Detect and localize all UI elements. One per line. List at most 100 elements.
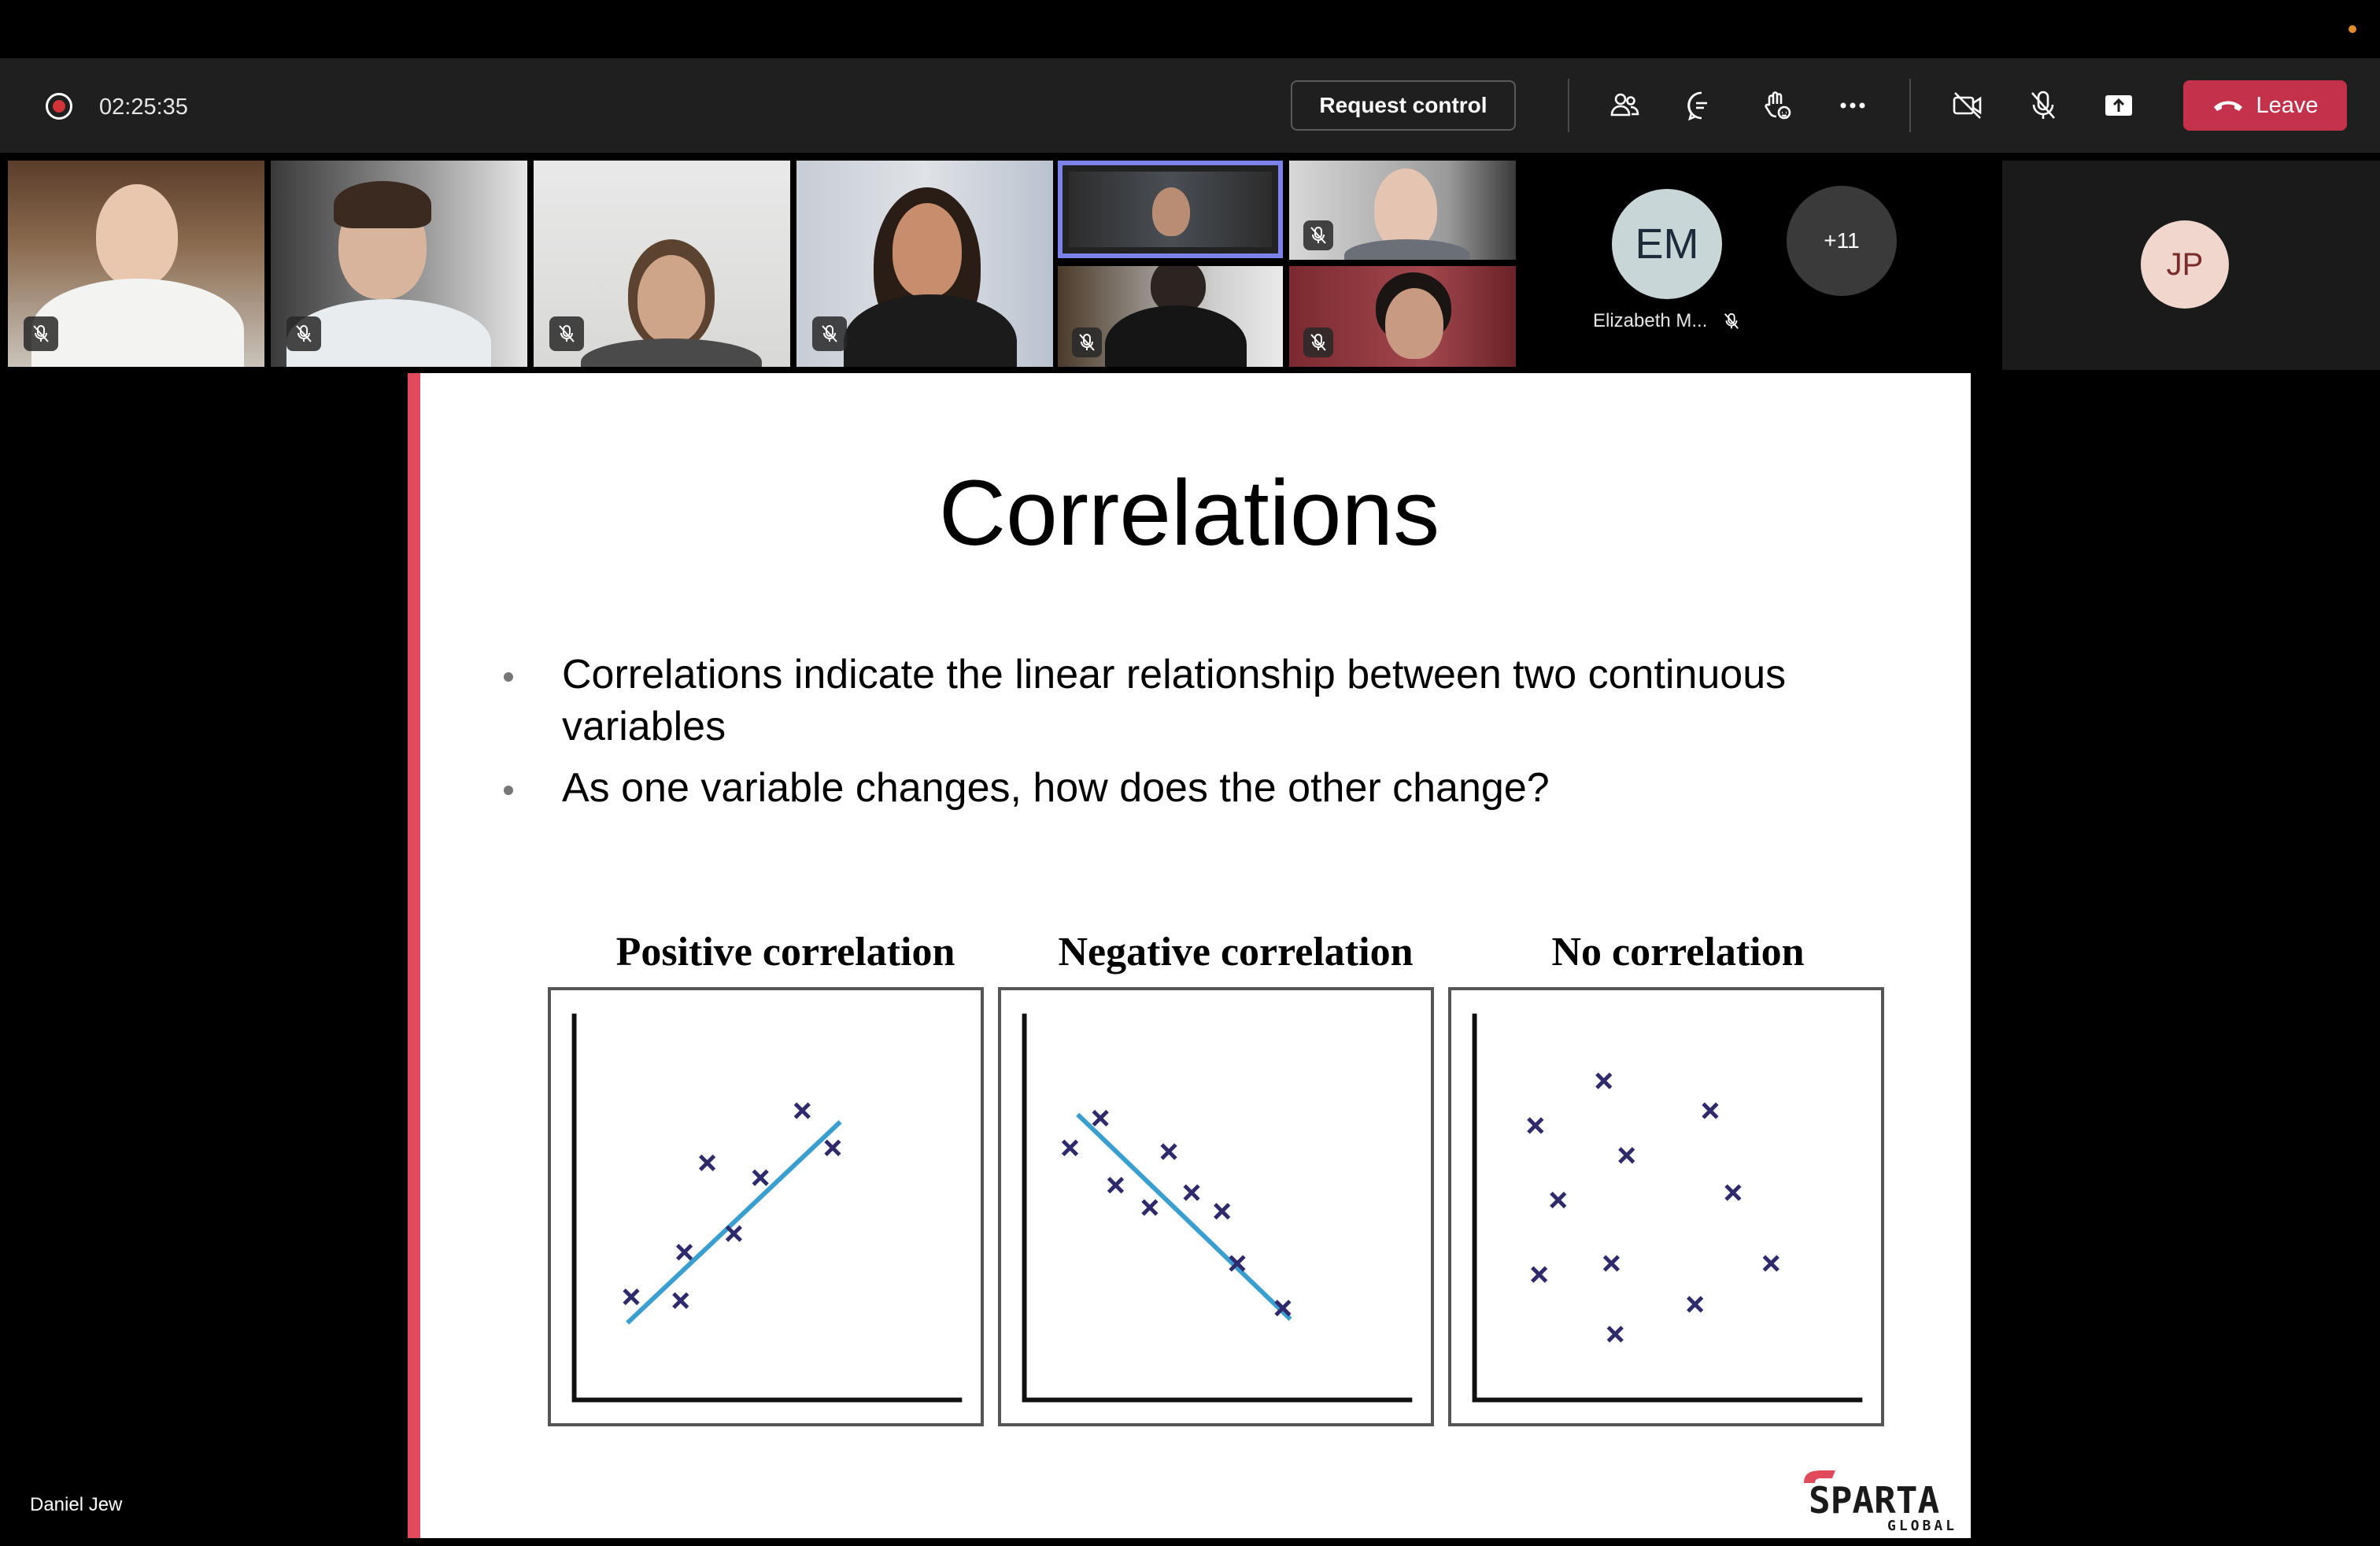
muted-indicator xyxy=(549,316,584,351)
scatter-point xyxy=(752,1169,769,1186)
muted-indicator xyxy=(24,316,58,351)
raise-hand-icon xyxy=(1765,91,1791,120)
mic-toggle-button[interactable] xyxy=(2023,85,2064,126)
scatter-point xyxy=(1618,1147,1635,1164)
mic-off-icon xyxy=(1724,313,1739,329)
slide-bullet: As one variable changes, how does the ot… xyxy=(562,765,1550,811)
leave-label: Leave xyxy=(2256,92,2319,118)
participant-video-tile[interactable] xyxy=(271,161,527,367)
scatter-point xyxy=(1183,1184,1200,1201)
camera-off-icon xyxy=(1953,92,1982,119)
camera-toggle-button[interactable] xyxy=(1947,85,1988,126)
avatar-em[interactable]: EM xyxy=(1612,189,1722,299)
scatter-point xyxy=(676,1244,693,1261)
slide-accent-bar xyxy=(408,373,420,1538)
notification-dot xyxy=(2349,25,2356,33)
scatter-point xyxy=(1702,1102,1719,1119)
participant-body xyxy=(1344,239,1470,260)
scatter-point xyxy=(1531,1266,1548,1283)
participant-body xyxy=(31,279,244,367)
trend-line xyxy=(1076,1112,1292,1322)
more-participants-button[interactable]: +11 xyxy=(1787,186,1897,296)
chart-title: No correlation xyxy=(1551,930,1805,975)
sparta-global-logo: SPARTA GLOBAL xyxy=(1804,1470,1957,1533)
muted-indicator xyxy=(812,316,847,351)
mic-off-icon xyxy=(1079,334,1095,351)
scatter-point xyxy=(1762,1255,1779,1272)
participant-hair xyxy=(334,181,431,228)
slide-bullet: Correlations indicate the linear relatio… xyxy=(562,652,1787,749)
toolbar-divider xyxy=(1909,79,1911,132)
participant-head xyxy=(96,184,178,287)
participant-head xyxy=(1385,288,1443,359)
request-control-button[interactable]: Request control xyxy=(1291,80,1516,131)
more-participants-count: +11 xyxy=(1824,228,1860,253)
recording-icon xyxy=(46,93,72,120)
mic-off-icon xyxy=(1310,334,1326,351)
muted-indicator xyxy=(1303,220,1333,250)
presentation-slide: Correlations Correlations indicate the l… xyxy=(408,373,1971,1538)
participant-head xyxy=(1152,187,1190,236)
trend-line xyxy=(626,1120,842,1325)
scatter-point xyxy=(1160,1143,1177,1160)
participant-video-tile[interactable] xyxy=(1289,266,1516,367)
chart-axes xyxy=(1022,1013,1413,1403)
presenter-name: Daniel Jew xyxy=(30,1494,123,1515)
participant-video-tile[interactable] xyxy=(8,161,264,367)
share-screen-button[interactable] xyxy=(2098,85,2139,126)
participant-video-tile[interactable] xyxy=(1058,266,1283,367)
mic-off-icon xyxy=(296,325,312,342)
chart-title: Positive correlation xyxy=(615,930,955,975)
muted-indicator xyxy=(286,316,321,351)
bullet-marker xyxy=(504,786,513,795)
chat-icon xyxy=(1687,91,1707,121)
scatter-point xyxy=(1092,1109,1109,1127)
scatter-point xyxy=(1141,1199,1159,1216)
participant-head xyxy=(893,203,962,298)
chat-button[interactable] xyxy=(1681,85,1722,126)
people-button[interactable] xyxy=(1604,85,1645,126)
scatter-point xyxy=(698,1154,716,1171)
muted-indicator xyxy=(1303,327,1333,357)
scatter-point xyxy=(824,1139,841,1156)
chart-axes xyxy=(1472,1013,1863,1403)
mic-off-icon xyxy=(2031,91,2055,119)
participant-body xyxy=(581,338,762,367)
reactions-button[interactable] xyxy=(1757,85,1798,126)
scatter-point xyxy=(623,1288,640,1306)
logo-text: SPARTA xyxy=(1809,1479,1939,1522)
scatter-chart-negative xyxy=(998,987,1434,1426)
scatter-point xyxy=(1687,1296,1704,1313)
bullet-marker xyxy=(504,672,513,682)
scatter-point xyxy=(1214,1203,1231,1220)
avatar-initials: JP xyxy=(2166,246,2204,282)
people-icon xyxy=(1610,93,1639,117)
hang-up-icon xyxy=(2214,101,2243,111)
toolbar-divider xyxy=(1568,79,1569,132)
participant-video-tile-active[interactable] xyxy=(1058,161,1283,258)
mic-off-icon xyxy=(1310,227,1326,244)
window-topbar xyxy=(0,0,2380,58)
scatter-point xyxy=(1724,1184,1742,1201)
scatter-point xyxy=(1595,1072,1613,1089)
scatter-point xyxy=(1229,1255,1246,1272)
participant-video-tile[interactable] xyxy=(1289,161,1516,260)
logo-subtext: GLOBAL xyxy=(1887,1518,1957,1533)
scatter-point xyxy=(1527,1117,1544,1134)
scatter-point xyxy=(1602,1255,1621,1272)
participant-head xyxy=(1374,168,1437,250)
leave-button[interactable]: Leave xyxy=(2183,80,2347,131)
scatter-chart-positive xyxy=(548,987,984,1426)
scatter-point xyxy=(1061,1139,1079,1156)
scatter-point xyxy=(672,1292,689,1309)
participant-body xyxy=(844,294,1017,367)
participant-video-tile[interactable] xyxy=(534,161,790,367)
participant-video-tile[interactable] xyxy=(796,161,1053,367)
avatar-jp[interactable]: JP xyxy=(2141,220,2229,309)
more-options-button[interactable] xyxy=(1832,85,1873,126)
chart-title: Negative correlation xyxy=(1058,930,1414,975)
scatter-point xyxy=(725,1225,743,1242)
mic-off-icon xyxy=(822,325,837,342)
chart-axes xyxy=(571,1013,963,1403)
scatter-point xyxy=(1606,1326,1624,1343)
